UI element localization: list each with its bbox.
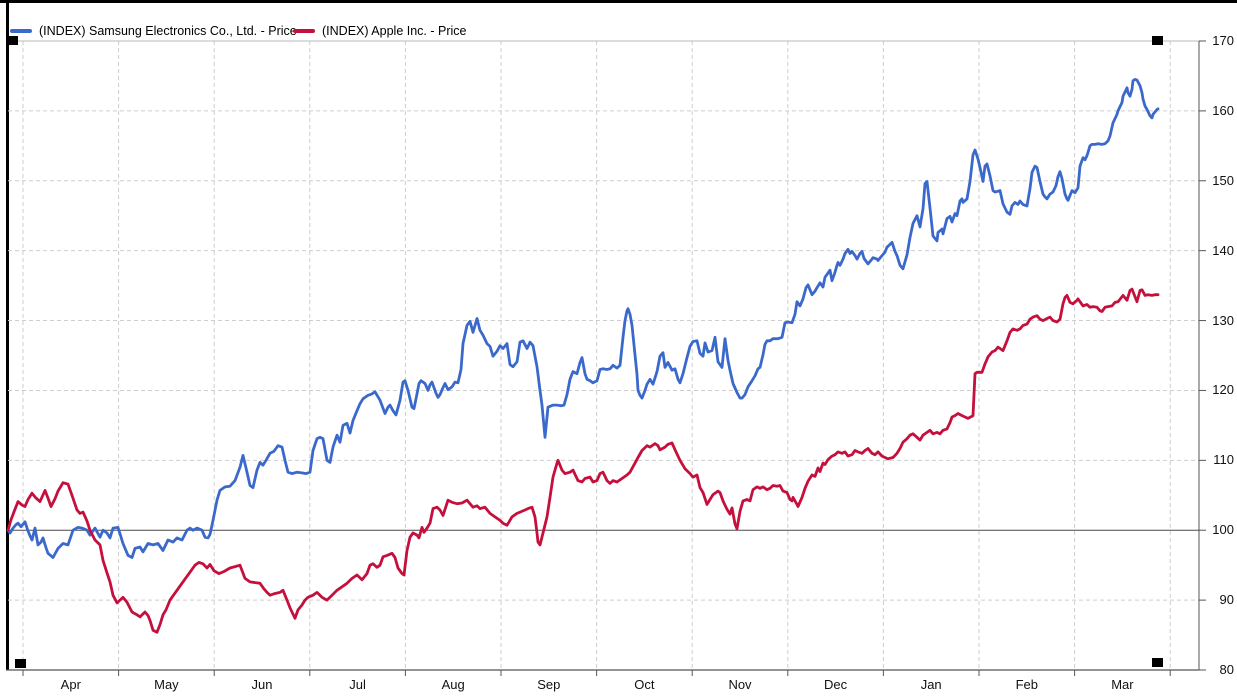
y-axis-label: 100: [1212, 522, 1234, 538]
x-axis-label: Sep: [537, 677, 561, 692]
y-axis-label: 90: [1219, 592, 1234, 608]
y-axis-label: 140: [1212, 242, 1234, 258]
selection-handle-top-right[interactable]: [1152, 36, 1163, 45]
x-axis-label: Jul: [349, 677, 366, 692]
y-axis-label: 110: [1213, 452, 1234, 468]
x-axis-label: Feb: [1015, 677, 1038, 692]
legend-label-apple: (INDEX) Apple Inc. - Price: [322, 24, 467, 38]
y-axis-label: 150: [1212, 172, 1234, 188]
series-line-samsung: [6, 78, 1160, 559]
legend-label-samsung: (INDEX) Samsung Electronics Co., Ltd. - …: [39, 24, 297, 38]
x-axis-label: Jun: [251, 677, 273, 692]
x-axis-label: Oct: [634, 677, 655, 692]
selection-handle-bottom-left[interactable]: [15, 659, 26, 668]
y-axis-label: 130: [1212, 312, 1234, 328]
top-border: [0, 0, 1237, 3]
x-axis-label: Aug: [441, 677, 465, 692]
apple-line-swatch-icon: [293, 29, 315, 33]
x-axis-label: Mar: [1111, 677, 1134, 692]
left-border: [6, 0, 9, 670]
legend-item-samsung[interactable]: (INDEX) Samsung Electronics Co., Ltd. - …: [10, 23, 297, 39]
y-axis-label: 160: [1212, 102, 1234, 118]
samsung-line-swatch-icon: [10, 29, 32, 33]
y-axis-label: 120: [1212, 382, 1234, 398]
legend-item-apple[interactable]: (INDEX) Apple Inc. - Price: [293, 23, 467, 39]
x-axis-label: May: [154, 677, 179, 692]
y-axis-label: 170: [1212, 33, 1234, 48]
selection-handle-bottom-right[interactable]: [1152, 658, 1163, 667]
x-axis-label: Nov: [728, 677, 752, 692]
selection-handle-top-left[interactable]: [7, 36, 18, 45]
x-axis-label: Dec: [824, 677, 848, 692]
x-axis-label: Jan: [920, 677, 942, 692]
x-axis-label: Apr: [60, 677, 81, 692]
series-line-apple: [6, 287, 1160, 634]
y-axis-label: 80: [1219, 662, 1234, 677]
